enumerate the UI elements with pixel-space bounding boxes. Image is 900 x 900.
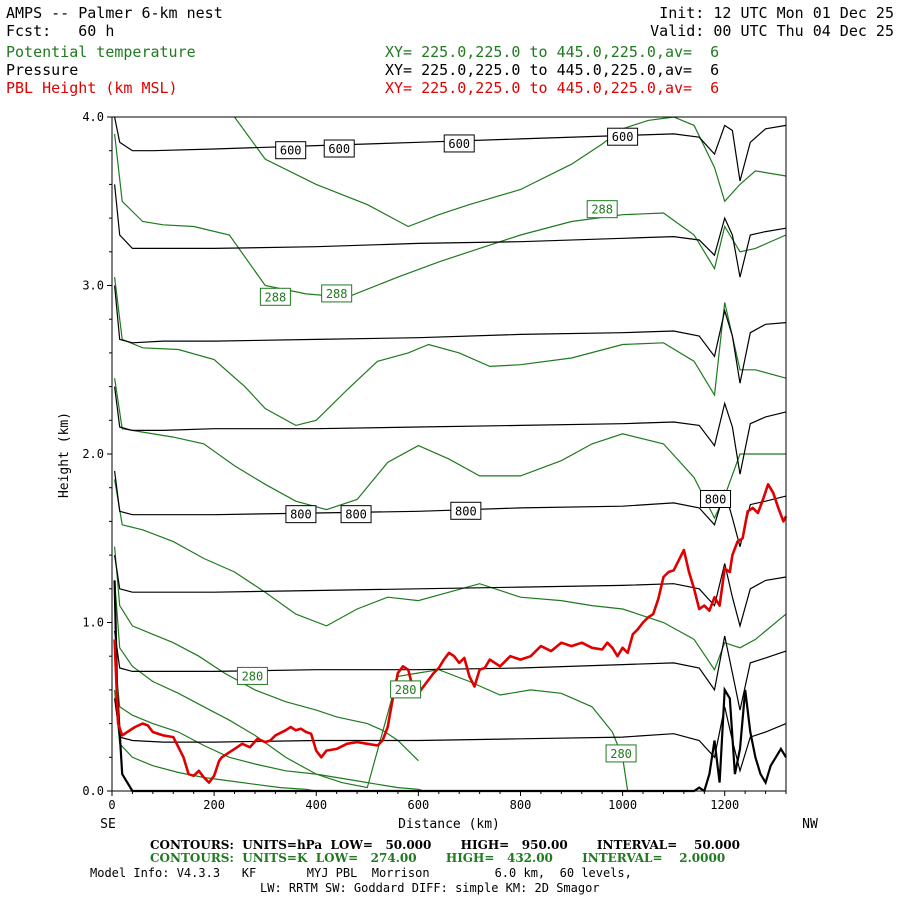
pressure-label-4: 800	[285, 505, 317, 524]
theta-contour-5	[114, 546, 419, 762]
pressure-contour-750	[114, 386, 787, 475]
legend-pbl-xy: XY= 225.0,225.0 to 445.0,225.0,av= 6	[385, 79, 720, 97]
theta-contours	[114, 116, 787, 792]
pressure-label-6: 800	[450, 501, 482, 520]
pressure-contour-650	[114, 184, 787, 278]
contour-labels: 600 600 600 600 800 800 800 800 288 288 288 280 280 2…	[236, 127, 732, 763]
svg-text:800: 800	[705, 492, 727, 506]
svg-text:288: 288	[591, 203, 613, 217]
se-end-label: SE	[100, 817, 116, 832]
svg-text:288: 288	[326, 287, 348, 301]
terrain-surface	[113, 580, 787, 793]
pressure-label-5: 800	[340, 505, 372, 524]
svg-text:288: 288	[265, 290, 287, 304]
svg-text:800: 800	[455, 504, 477, 518]
footer-pressure-contours: CONTOURS: UNITS=hPa LOW= 50.000 HIGH= 95…	[150, 838, 740, 852]
y-tick-label: 2.0	[82, 447, 104, 461]
theta-label-4: 280	[390, 680, 422, 699]
theta-contour-6	[114, 580, 629, 792]
theta-contour-3	[114, 378, 786, 520]
terrain-line	[113, 580, 787, 793]
theta-label-1: 288	[321, 284, 353, 303]
pressure-contours	[114, 116, 787, 774]
theta-contour-0	[234, 116, 787, 228]
nw-end-label: NW	[802, 817, 818, 832]
pressure-label-3: 600	[607, 127, 639, 146]
svg-text:280: 280	[395, 683, 417, 697]
legend-theta-xy: XY= 225.0,225.0 to 445.0,225.0,av= 6	[385, 43, 720, 61]
init-time: Init: 12 UTC Mon 01 Dec 25	[659, 4, 894, 22]
valid-time: Valid: 00 UTC Thu 04 Dec 25	[650, 22, 894, 40]
theta-label-5: 280	[605, 744, 637, 763]
pressure-contour-850	[114, 555, 787, 629]
pressure-contour-950	[114, 698, 787, 774]
pbl-series	[113, 482, 788, 784]
theta-label-0: 288	[259, 287, 291, 306]
theta-contour-1	[114, 133, 787, 298]
pressure-contour-600	[114, 116, 787, 182]
chart-title: AMPS -- Palmer 6-km nest	[6, 4, 223, 22]
x-tick-label: 600	[408, 798, 430, 812]
svg-text:600: 600	[612, 130, 634, 144]
x-tick-label: 800	[510, 798, 532, 812]
legend-theta-name: Potential temperature	[6, 43, 196, 61]
svg-text:280: 280	[610, 747, 632, 761]
theta-contour-2	[114, 277, 787, 427]
pressure-label-7: 800	[700, 489, 732, 508]
x-axis-label: Distance (km)	[398, 817, 500, 832]
footer-model-info: Model Info: V4.3.3 KF MYJ PBL Morrison 6…	[90, 866, 632, 880]
legend-pbl-name: PBL Height (km MSL)	[6, 79, 178, 97]
svg-text:600: 600	[280, 144, 302, 158]
x-tick-label: 200	[203, 798, 225, 812]
theta-label-3: 280	[236, 666, 268, 685]
y-tick-label: 4.0	[82, 110, 104, 124]
theta-contour-4	[114, 479, 787, 671]
legend-pressure-xy: XY= 225.0,225.0 to 445.0,225.0,av= 6	[385, 61, 720, 79]
forecast-hour: Fcst: 60 h	[6, 22, 115, 40]
pbl-height-line	[113, 482, 788, 784]
x-tick-label: 1200	[710, 798, 739, 812]
x-tick-label: 0	[108, 798, 115, 812]
plot-frame	[111, 116, 787, 792]
pressure-contour-700	[114, 285, 787, 384]
pressure-label-0: 600	[275, 141, 307, 160]
axis-ticks: 0 200 400 600 800 1000 1200 0.0 1.0 2.0 3.0 4.0	[82, 110, 787, 812]
y-axis-label: Height (km)	[57, 412, 72, 498]
y-tick-label: 3.0	[82, 279, 104, 293]
y-tick-label: 0.0	[82, 784, 104, 798]
x-tick-label: 1000	[608, 798, 637, 812]
y-tick-label: 1.0	[82, 616, 104, 630]
pressure-contour-800	[114, 470, 787, 547]
svg-text:800: 800	[290, 508, 312, 522]
x-tick-label: 400	[305, 798, 327, 812]
svg-text:600: 600	[328, 142, 350, 156]
footer-physics-info: LW: RRTM SW: Goddard DIFF: simple KM: 2D…	[260, 881, 600, 895]
svg-text:280: 280	[242, 669, 264, 683]
pressure-label-1: 600	[323, 139, 355, 158]
theta-label-2: 288	[586, 200, 618, 219]
footer-theta-contours: CONTOURS: UNITS=K LOW= 274.00 HIGH= 432.…	[150, 851, 726, 865]
theta-contour-7	[114, 656, 424, 792]
pressure-contour-900	[114, 630, 787, 711]
legend-pressure-name: Pressure	[6, 61, 79, 79]
svg-text:600: 600	[448, 137, 470, 151]
pressure-label-2: 600	[443, 134, 475, 153]
svg-text:800: 800	[345, 508, 367, 522]
